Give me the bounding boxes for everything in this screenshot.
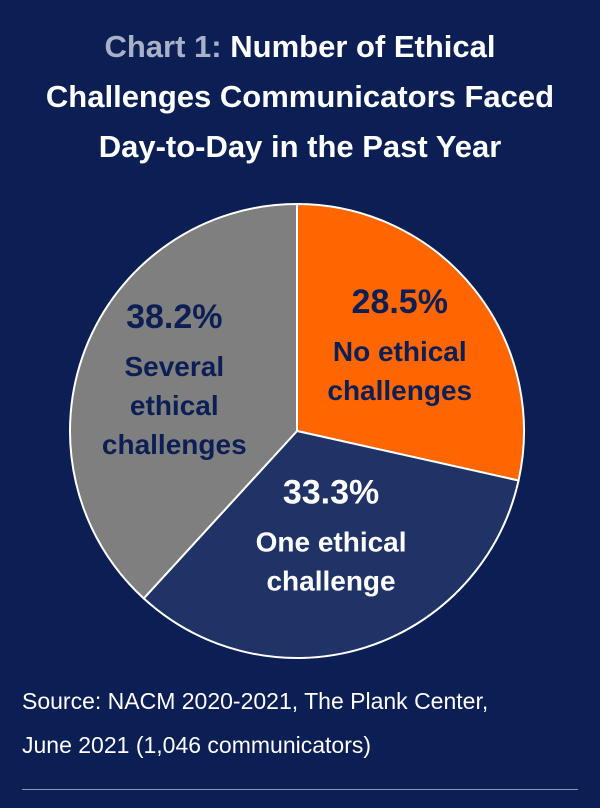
slice-3-percent-label: 38.2% (126, 298, 222, 336)
chart-title-line-3: Day-to-Day in the Past Year (98, 129, 502, 164)
pie-slice-2 (142, 429, 520, 659)
source-note: Source: NACM 2020-2021, The Plank Center… (22, 679, 584, 767)
chart-title: Chart 1: Number of Ethical Challenges Co… (0, 22, 600, 172)
source-line-1: Source: NACM 2020-2021, The Plank Center… (22, 688, 489, 714)
chart-title-prefix: Chart 1: (104, 29, 222, 64)
source-line-2: June 2021 (1,046 communicators) (22, 732, 372, 758)
pie-slice-3 (69, 202, 298, 600)
chart-title-line-1-text: Number of Ethical (230, 29, 496, 64)
chart-title-line-1: Chart 1: Number of Ethical (0, 22, 600, 72)
pie-slice-1 (296, 202, 525, 482)
slice-2-category-label: challenge (266, 565, 395, 596)
slice-1-percent-label: 28.5% (352, 283, 448, 321)
slice-3-category-label: Several (124, 351, 224, 382)
slice-1-category-label: challenges (327, 375, 472, 406)
slice-2-percent-label: 33.3% (283, 473, 379, 511)
slice-3-category-label: challenges (102, 429, 247, 460)
slice-2-category-label: One ethical (256, 526, 407, 557)
slice-3-category-label: ethical (130, 390, 219, 421)
slice-1-category-label: No ethical (333, 336, 467, 367)
bottom-divider (22, 789, 578, 790)
pie-chart: 28.5% No ethical challenges 33.3% One ethica… (69, 202, 525, 659)
chart-title-line-2: Challenges Communicators Faced (45, 79, 555, 114)
